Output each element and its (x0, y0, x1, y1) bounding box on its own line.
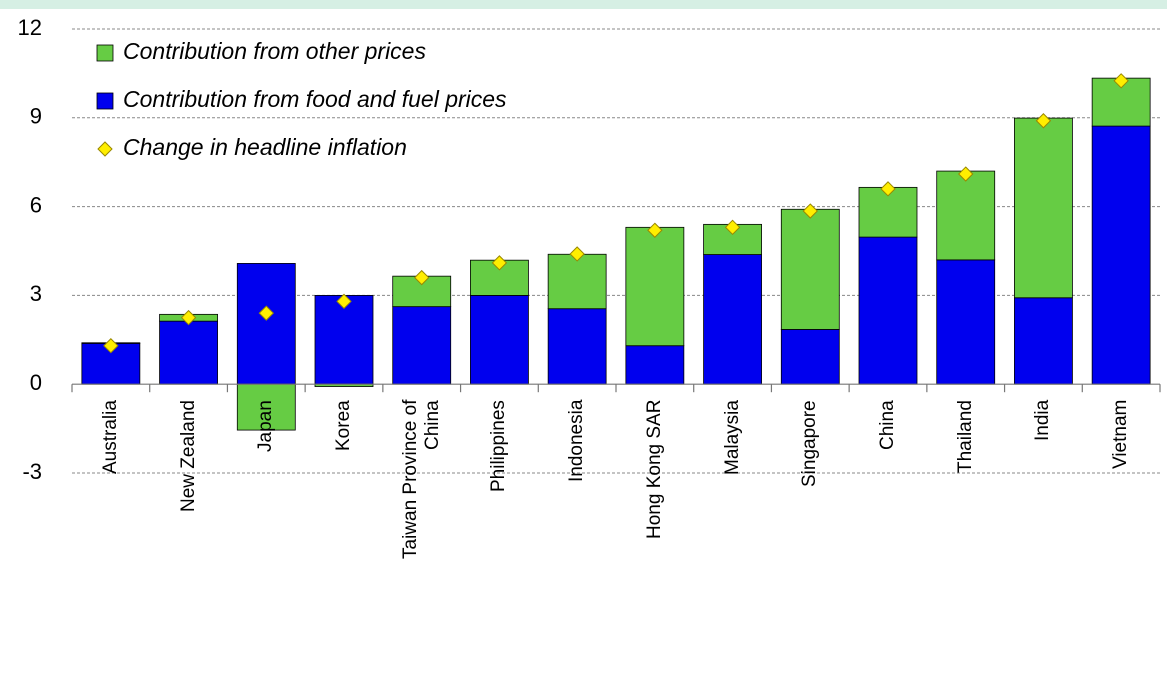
bar (392, 306, 452, 385)
x-tick-label: Thailand (954, 400, 976, 473)
bar (703, 254, 762, 385)
bar (314, 294, 374, 385)
y-tick-label: 9 (30, 104, 42, 129)
legend-label: Change in headline inflation (123, 134, 407, 160)
y-tick-label: 0 (30, 370, 42, 395)
bar (159, 320, 218, 385)
x-tick-label: China (877, 400, 898, 450)
bar (780, 329, 840, 385)
x-tick-label: Taiwan Province of China (399, 400, 443, 560)
marker (1113, 73, 1129, 89)
bar (1014, 117, 1073, 299)
x-tick-label: Australia (99, 400, 121, 474)
x-tick-label: Japan (255, 400, 277, 452)
x-tick-label: Hong Kong SAR (643, 400, 665, 540)
marker (1035, 113, 1052, 129)
bar (547, 308, 607, 385)
x-tick-label: Singapore (799, 400, 821, 487)
legend-swatch (96, 44, 114, 62)
marker (958, 166, 974, 182)
marker (258, 305, 274, 321)
marker (802, 203, 818, 219)
marker (491, 255, 508, 271)
bar (1091, 125, 1151, 385)
marker (880, 181, 896, 197)
x-tick-label: Korea (333, 400, 354, 451)
bar (858, 236, 918, 385)
x-label-box: Vietnam (1071, 400, 1167, 600)
y-tick-label: 3 (30, 281, 42, 306)
legend-label: Contribution from food and fuel prices (123, 86, 507, 112)
marker (180, 309, 197, 326)
marker (414, 269, 430, 286)
x-tick-label: India (1032, 400, 1054, 442)
x-tick-label: Vietnam (1110, 400, 1132, 470)
legend-swatch (96, 92, 114, 110)
y-tick-label: 12 (18, 15, 42, 40)
top-band (0, 0, 1167, 9)
marker (724, 219, 741, 236)
marker (569, 246, 585, 262)
marker (103, 338, 119, 354)
bar (936, 170, 996, 261)
y-tick-label: -3 (22, 459, 42, 484)
legend-swatch (97, 141, 113, 157)
x-tick-label: Malaysia (721, 400, 743, 475)
bar (470, 294, 529, 385)
bar (625, 345, 685, 385)
bar (780, 208, 840, 330)
bar (936, 259, 996, 385)
x-tick-label: Philippines (488, 400, 510, 492)
legend-label: Contribution from other prices (123, 38, 426, 64)
y-tick-label: 6 (30, 192, 42, 217)
bar (236, 383, 296, 431)
bar (236, 263, 296, 385)
bar (1014, 297, 1073, 385)
marker (336, 293, 352, 310)
marker (647, 222, 663, 238)
x-tick-label: New Zealand (177, 400, 199, 512)
bar (625, 226, 685, 347)
x-tick-label: Indonesia (566, 400, 588, 483)
bar (547, 253, 607, 310)
